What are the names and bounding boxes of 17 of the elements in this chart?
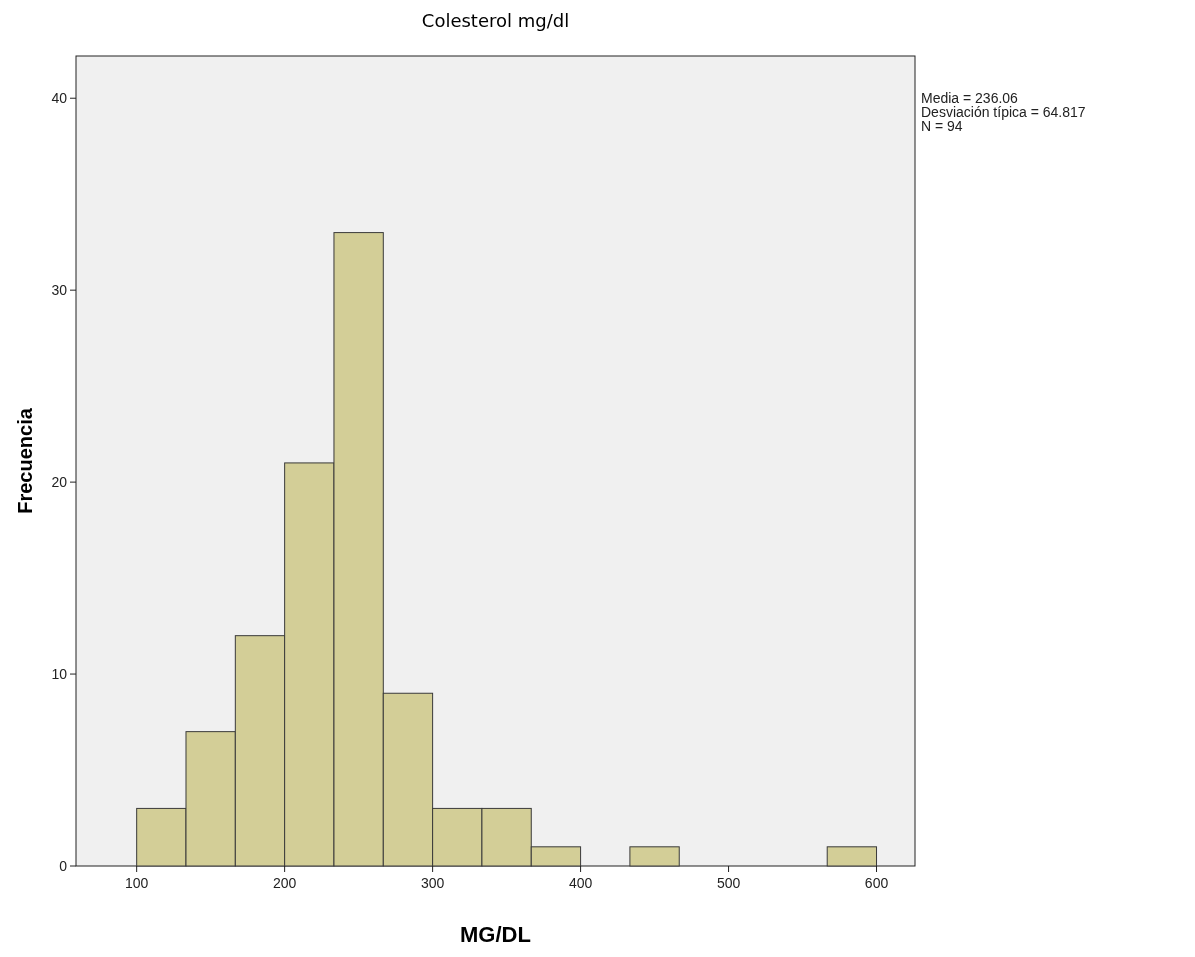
text: Media = 236.06: [921, 90, 1019, 106]
x-tick-label: 200: [272, 875, 297, 891]
x-tick-label: 400: [568, 875, 593, 891]
y-tick-label: 0: [59, 857, 68, 874]
x-tick-label: 300: [420, 875, 445, 891]
y-axis-title: Frecuencia: [14, 407, 36, 514]
text: Desviación típica = 64.817: [921, 104, 1086, 120]
x-tick-label: 500: [716, 875, 741, 891]
x-tick-label: 600: [864, 875, 889, 891]
y-tick-label: 20: [51, 474, 68, 491]
y-tick-label: 10: [51, 665, 68, 682]
x-tick-label: 100: [124, 875, 149, 891]
y-tick-label: 30: [51, 282, 68, 299]
text: N = 94: [921, 118, 963, 134]
x-axis-title: MG/DL: [460, 922, 531, 947]
chart-title: Colesterol mg/dl: [421, 10, 570, 31]
y-tick-label: 40: [51, 90, 68, 107]
